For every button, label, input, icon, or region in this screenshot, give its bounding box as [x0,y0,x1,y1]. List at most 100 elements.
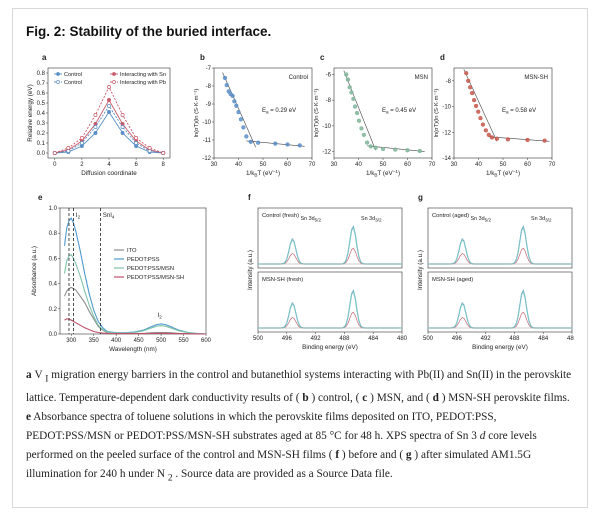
panel-a-ytick-label: 0.1 [37,141,46,147]
panel-a-ytick-label: 0.5 [37,101,46,107]
panel-d-xlabel-sub: B [494,173,497,178]
panel-e-ytick-label: 0.4 [49,282,58,288]
caption-text: . Source data are provided as a Source D… [175,468,393,481]
panel-a-legend-marker [112,80,116,84]
panel-a-point [93,131,98,135]
panel-b-xlabel-tail: T (eV [257,170,273,177]
panel-b-annotation-sub: a [266,110,269,115]
panel-g-spectrum [428,247,572,265]
panel-c-label: MSN [415,75,428,81]
panel-g-subplot-frame [427,207,573,269]
panel-g-peak-sub: 3/2 [545,218,552,223]
panel-e-xtick-label: 500 [156,338,167,344]
panel-c-xtick-label: 40 [355,162,362,168]
panel-b-point [255,140,261,145]
panel-b-point [230,93,235,99]
caption-sub: I [45,374,49,385]
panel-c-point [361,132,367,138]
caption-text: ) control, ( [311,392,360,405]
panel-g-subplot-label: Control (aged) [432,213,469,219]
panel-e-series-line [64,318,207,335]
panel-d-point [478,115,483,121]
panel-a-point [52,151,57,155]
panel-d-annotation-sub: a [506,110,509,115]
panel-letter-c: c [320,53,325,62]
panel-b-point [238,117,244,122]
panel-d-point [468,85,473,90]
panel-e-annotation-sub: 2 [159,314,162,319]
panel-c-fit-line [343,70,376,151]
panel-a-ylabel: Relative energy (eV) [27,84,34,141]
panel-c-annotation-sub: a [386,110,389,115]
panel-e-annotation-sub: 2 [78,215,81,220]
panel-g-xtick-label: 488 [509,336,520,342]
panel-a-point [120,125,125,129]
caption-text: ) before and ( [341,449,404,462]
panel-g-spectrum [428,311,572,329]
panel-b-point [241,125,246,130]
panel-e-xtick-label: 450 [134,338,145,344]
panel-c-point [368,144,373,149]
panel-e-annotation: I2 [158,313,163,320]
panel-b-point [273,141,278,146]
panel-letter-e: e [38,193,43,202]
panel-b-point [222,75,228,81]
panel-c-xtick-label: 70 [429,162,436,168]
panel-g-xtick-label: 496 [452,336,463,342]
panel-c-point [354,110,360,116]
panel-c-point [344,72,349,77]
caption-panel-b: b [302,392,309,405]
panel-a-point [93,113,98,117]
panel-a-legend-marker [56,72,60,76]
panel-a-legend-label: Interacting with Pb [120,80,166,86]
panel-e-xtick-label: 350 [89,338,100,344]
caption-text: ) after simulated AM1.5G illumination fo… [26,449,532,481]
caption-panel-d: d [432,392,439,405]
panel-b-annotation-value: = 0.29 eV [269,108,297,114]
panel-a-point [120,131,125,135]
panel-c-point [393,147,398,152]
panel-b-ytick-label: -8 [206,84,212,90]
panel-a-point [66,146,71,150]
panel-a-ytick-label: 0.0 [37,151,46,157]
panel-g-peak-label: Sn 3d5/2 [471,216,492,223]
figure-caption: a V I migration energy barriers in the c… [26,366,574,489]
panel-e-xtick-label: 550 [179,338,190,344]
panel-c-xtick-label: 30 [331,162,338,168]
panel-letter-a: a [42,53,47,62]
panel-letter-d: d [440,53,445,62]
panel-b-xlabel-sup: −1 [273,169,279,174]
panel-f-peak-label: Sn 3d5/2 [301,216,322,223]
panel-d-xlabel: 1/kBT (eV−1) [486,169,520,178]
panel-b-point [234,103,239,108]
panel-c-point [351,96,356,102]
panel-c-xlabel-sup: −1 [393,169,399,174]
panel-e-xtick-label: 400 [111,338,122,344]
panel-b-xtick-label: 60 [284,162,291,168]
panel-c-xlabel: 1/kBT (eV−1) [366,169,400,178]
panel-a-xtick-label: 0 [53,162,57,168]
panel-g-xtick-label: 500 [423,336,434,342]
panel-c-xtick-label: 60 [404,162,411,168]
panel-letter-b: b [200,53,205,62]
panel-a-xtick-label: 4 [107,162,111,168]
panel-g-xtick-label: 492 [481,336,492,342]
panel-a-legend-label: Control [64,72,82,78]
panel-g-spectrum [428,225,572,265]
figure-card [12,8,588,508]
panel-b-xtick-label: 70 [309,162,316,168]
panel-d-point [476,109,481,114]
panel-c-ytick-label: -8 [326,98,332,104]
caption-panel-e: e [26,411,32,424]
panel-c-point [364,140,370,145]
panel-g-peak-label: Sn 3d3/2 [531,216,552,223]
panel-a-point [107,98,111,102]
panel-e-ytick-label: 0.0 [49,332,58,338]
panel-d-point [471,97,477,103]
panel-c-ytick-label: -6 [326,72,332,78]
panel-f-ylabel: Intensity (a.u.) [247,250,254,290]
panel-b-point [244,134,249,139]
panel-c-point [349,90,354,95]
panel-d-xlabel-close: ) [518,170,520,177]
panel-d-xlabel-sup: −1 [513,169,519,174]
